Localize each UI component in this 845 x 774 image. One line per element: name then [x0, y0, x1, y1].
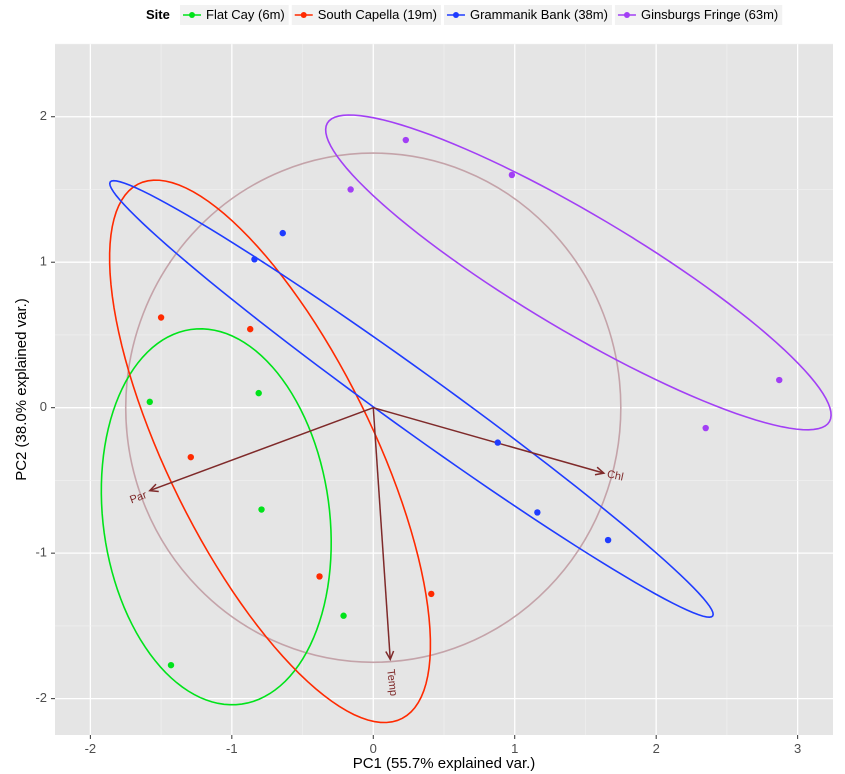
legend-item-1: South Capella (19m)	[291, 5, 441, 25]
legend-label-1: South Capella (19m)	[318, 7, 437, 22]
point-series-1-4	[428, 590, 435, 598]
ellipse-series-3	[324, 114, 832, 431]
point-series-2-0	[279, 229, 286, 237]
x-tick-label: -1	[226, 741, 238, 756]
legend-label-3: Ginsburgs Fringe (63m)	[641, 7, 778, 22]
legend-title: Site	[146, 7, 170, 22]
legend: Site Flat Cay (6m) South Capella (19m) Gram…	[146, 5, 783, 25]
point-series-0-1	[255, 389, 262, 397]
legend-item-0: Flat Cay (6m)	[180, 5, 289, 25]
point-series-3-4	[776, 376, 783, 384]
loading-arrow-0	[149, 406, 374, 492]
y-tick-label: -2	[35, 690, 47, 705]
loading-arrow-1	[373, 406, 605, 474]
point-series-0-4	[167, 661, 175, 669]
y-axis-title: PC2 (38.0% explained var.)	[13, 298, 30, 481]
legend-item-2: Grammanik Bank (38m)	[443, 5, 612, 25]
loading-arrowhead-2	[385, 650, 395, 662]
legend-key-point-2	[452, 12, 459, 18]
ellipse-series-1	[108, 179, 432, 724]
legend-key-point-3	[623, 12, 630, 18]
legend-key-point-1	[300, 12, 307, 18]
point-series-1-0	[157, 314, 165, 321]
point-series-3-2	[508, 171, 516, 179]
legend-item-3: Ginsburgs Fringe (63m)	[614, 5, 783, 25]
point-series-0-0	[146, 398, 153, 406]
point-series-3-1	[402, 136, 410, 144]
loading-arrows: Par Chl Temp	[128, 406, 625, 697]
y-tick-label: 2	[40, 108, 47, 123]
ellipse-series-0	[100, 328, 332, 706]
legend-key-bg-1	[291, 5, 441, 25]
axes: -2 -1 0 1 2 3 -2 -1 0 1 2	[35, 108, 801, 756]
loading-arrow-2	[372, 407, 391, 660]
loading-arrowhead-1	[594, 466, 606, 476]
point-series-2-2	[494, 439, 501, 446]
y-tick-label: 1	[40, 254, 47, 269]
x-tick-label: 3	[794, 741, 801, 756]
y-tick-label: 0	[40, 399, 47, 414]
point-series-3-0	[347, 186, 354, 193]
point-series-2-3	[534, 509, 541, 516]
ellipse-series-2	[108, 179, 714, 619]
data-points	[146, 136, 783, 669]
x-tick-label: 2	[653, 741, 660, 756]
point-series-0-2	[258, 506, 265, 513]
grid-lines	[55, 43, 833, 735]
y-tick-label: -1	[35, 545, 47, 560]
point-series-1-1	[247, 325, 254, 333]
loading-arrowhead-0	[148, 483, 159, 493]
x-tick-label: 0	[370, 741, 377, 756]
point-series-2-1	[251, 256, 258, 263]
point-series-2-4	[604, 536, 612, 544]
correlation-circle	[124, 152, 622, 664]
correlation-circle-layer	[124, 152, 622, 664]
point-series-0-3	[340, 612, 347, 619]
x-axis-title: PC1 (55.7% explained var.)	[353, 755, 536, 772]
legend-key-bg-3	[614, 5, 783, 25]
legend-key-bg-2	[443, 5, 612, 25]
point-series-1-2	[187, 453, 194, 461]
legend-label-0: Flat Cay (6m)	[206, 7, 285, 22]
loading-label-1: Chl	[606, 468, 625, 483]
legend-key-bg-0	[180, 5, 289, 25]
loading-label-0: Par	[128, 489, 149, 506]
legend-key-point-0	[189, 12, 195, 18]
point-series-1-3	[316, 573, 323, 580]
x-tick-label: -2	[85, 741, 97, 756]
legend-label-2: Grammanik Bank (38m)	[470, 7, 608, 22]
loading-label-2: Temp	[384, 669, 399, 697]
point-series-3-3	[702, 424, 709, 432]
confidence-ellipses	[100, 114, 832, 724]
x-tick-label: 1	[511, 741, 518, 756]
